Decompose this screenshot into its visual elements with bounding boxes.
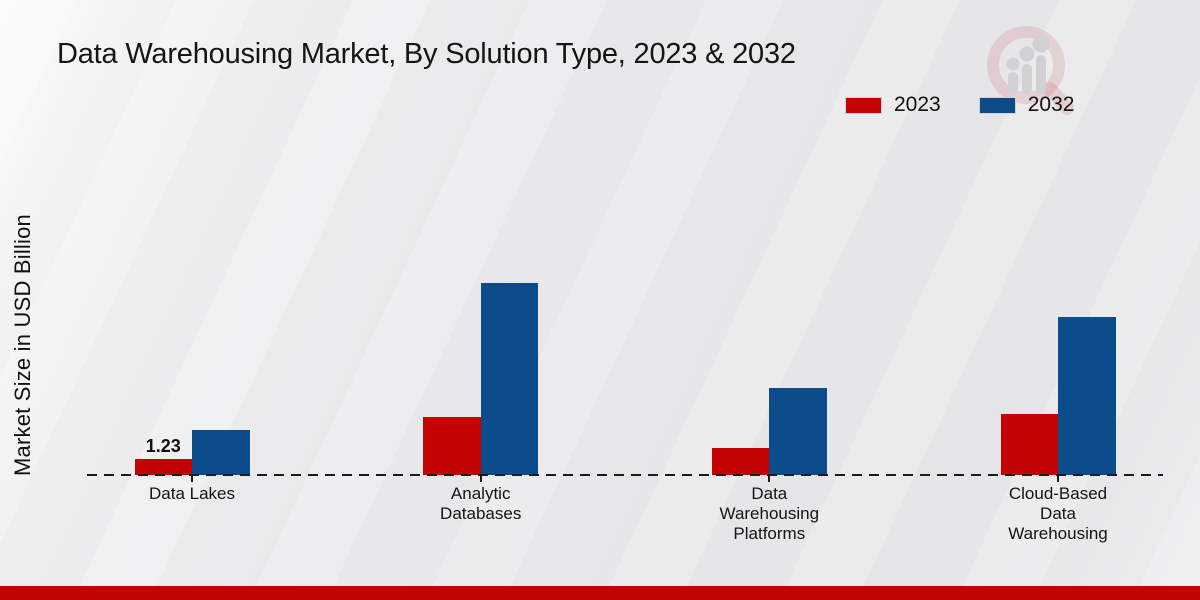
bar-2023-cloud-based-data-warehousing bbox=[1000, 414, 1058, 475]
category-label: Cloud-Based Data Warehousing bbox=[1008, 484, 1108, 543]
magnifier-bar-chart-watermark-icon bbox=[987, 26, 1074, 115]
legend-item-2023: 2023 bbox=[845, 93, 941, 117]
bar-2032-data-lakes bbox=[192, 430, 250, 475]
x-axis-baseline bbox=[87, 474, 1163, 476]
legend: 2023 2032 bbox=[845, 93, 1074, 117]
x-axis-tick bbox=[768, 476, 771, 482]
chart-title: Data Warehousing Market, By Solution Typ… bbox=[57, 38, 796, 70]
bar-2032-cloud-based-data-warehousing bbox=[1058, 317, 1116, 475]
bar-2032-analytic-databases bbox=[480, 283, 539, 475]
category-label: Data Warehousing Platforms bbox=[719, 484, 820, 543]
footer-accent-bar bbox=[0, 586, 1200, 600]
bar-2032-data-warehousing-platforms bbox=[769, 388, 827, 475]
category-label: Analytic Databases bbox=[440, 484, 522, 523]
category-label: Data Lakes bbox=[149, 484, 235, 503]
legend-swatch bbox=[978, 96, 1016, 114]
bar-value-label: 1.23 bbox=[145, 436, 181, 456]
legend-label: 2032 bbox=[1027, 93, 1075, 116]
legend-label: 2023 bbox=[894, 93, 941, 116]
x-axis-tick bbox=[479, 476, 482, 482]
x-axis-tick bbox=[1057, 476, 1059, 482]
bar-2023-analytic-databases bbox=[423, 417, 481, 475]
bar-2023-data-warehousing-platforms bbox=[711, 448, 770, 475]
legend-swatch bbox=[845, 96, 882, 114]
legend-item-2032: 2032 bbox=[978, 93, 1075, 117]
bar-2023-data-lakes bbox=[134, 459, 192, 475]
x-axis-tick bbox=[191, 476, 193, 482]
